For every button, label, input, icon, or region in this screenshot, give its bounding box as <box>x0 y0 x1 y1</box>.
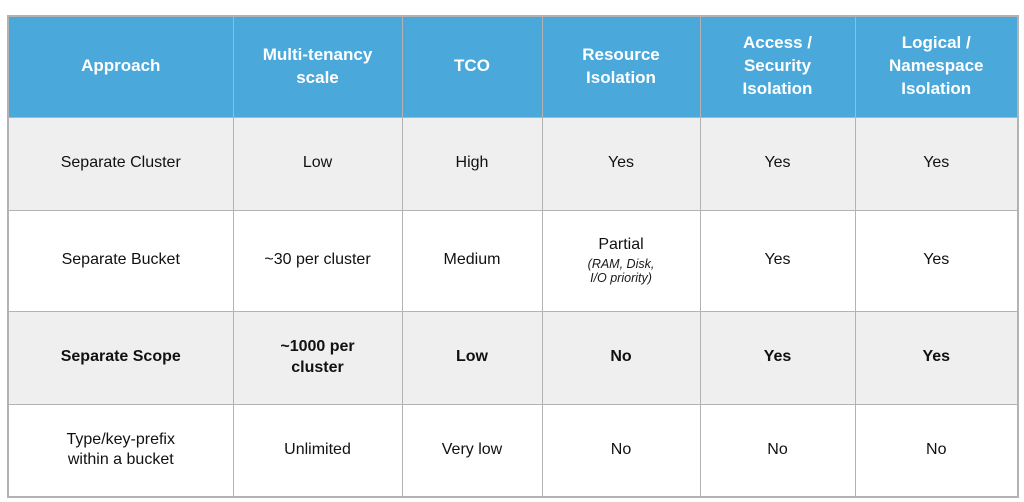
scale-cell: ~30 per cluster <box>232 209 403 312</box>
access-isolation-cell: Yes <box>699 209 856 312</box>
approach-cell: Separate Scope <box>7 310 234 405</box>
table-row-separate-bucket: Separate Bucket ~30 per cluster Medium P… <box>7 209 1019 312</box>
header-row: Approach Multi-tenancy scale TCO Resourc… <box>7 15 1019 118</box>
approach-cell: Type/key-prefix within a bucket <box>7 403 234 498</box>
multi-tenancy-comparison-table: Approach Multi-tenancy scale TCO Resourc… <box>7 15 1019 499</box>
logical-isolation-cell: Yes <box>854 209 1019 312</box>
resource-isolation-cell: No <box>541 310 701 405</box>
tco-cell: High <box>401 116 543 211</box>
scale-cell: Low <box>232 116 403 211</box>
resource-isolation-cell: Yes <box>541 116 701 211</box>
column-header-resource-isolation: Resource Isolation <box>541 15 701 118</box>
cell-note-text: (RAM, Disk, I/O priority) <box>587 257 655 286</box>
scale-cell: Unlimited <box>232 403 403 498</box>
tco-cell: Medium <box>401 209 543 312</box>
logical-isolation-cell: Yes <box>854 116 1019 211</box>
table-row-separate-scope: Separate Scope ~1000 per cluster Low No … <box>7 310 1019 405</box>
table-row-type-key-prefix: Type/key-prefix within a bucket Unlimite… <box>7 403 1019 498</box>
cell-main-text: Partial <box>598 236 644 254</box>
column-header-tco: TCO <box>401 15 543 118</box>
column-header-approach: Approach <box>7 15 234 118</box>
resource-isolation-cell: No <box>541 403 701 498</box>
column-header-multi-tenancy-scale: Multi-tenancy scale <box>232 15 403 118</box>
approach-cell: Separate Bucket <box>7 209 234 312</box>
access-isolation-cell: Yes <box>699 310 856 405</box>
scale-cell: ~1000 per cluster <box>232 310 403 405</box>
tco-cell: Low <box>401 310 543 405</box>
resource-isolation-cell: Partial (RAM, Disk, I/O priority) <box>541 209 701 312</box>
column-header-logical-namespace-isolation: Logical / Namespace Isolation <box>854 15 1019 118</box>
access-isolation-cell: Yes <box>699 116 856 211</box>
column-header-access-security-isolation: Access / Security Isolation <box>699 15 856 118</box>
tco-cell: Very low <box>401 403 543 498</box>
logical-isolation-cell: No <box>854 403 1019 498</box>
table-row-separate-cluster: Separate Cluster Low High Yes Yes Yes <box>7 116 1019 211</box>
logical-isolation-cell: Yes <box>854 310 1019 405</box>
approach-cell: Separate Cluster <box>7 116 234 211</box>
access-isolation-cell: No <box>699 403 856 498</box>
